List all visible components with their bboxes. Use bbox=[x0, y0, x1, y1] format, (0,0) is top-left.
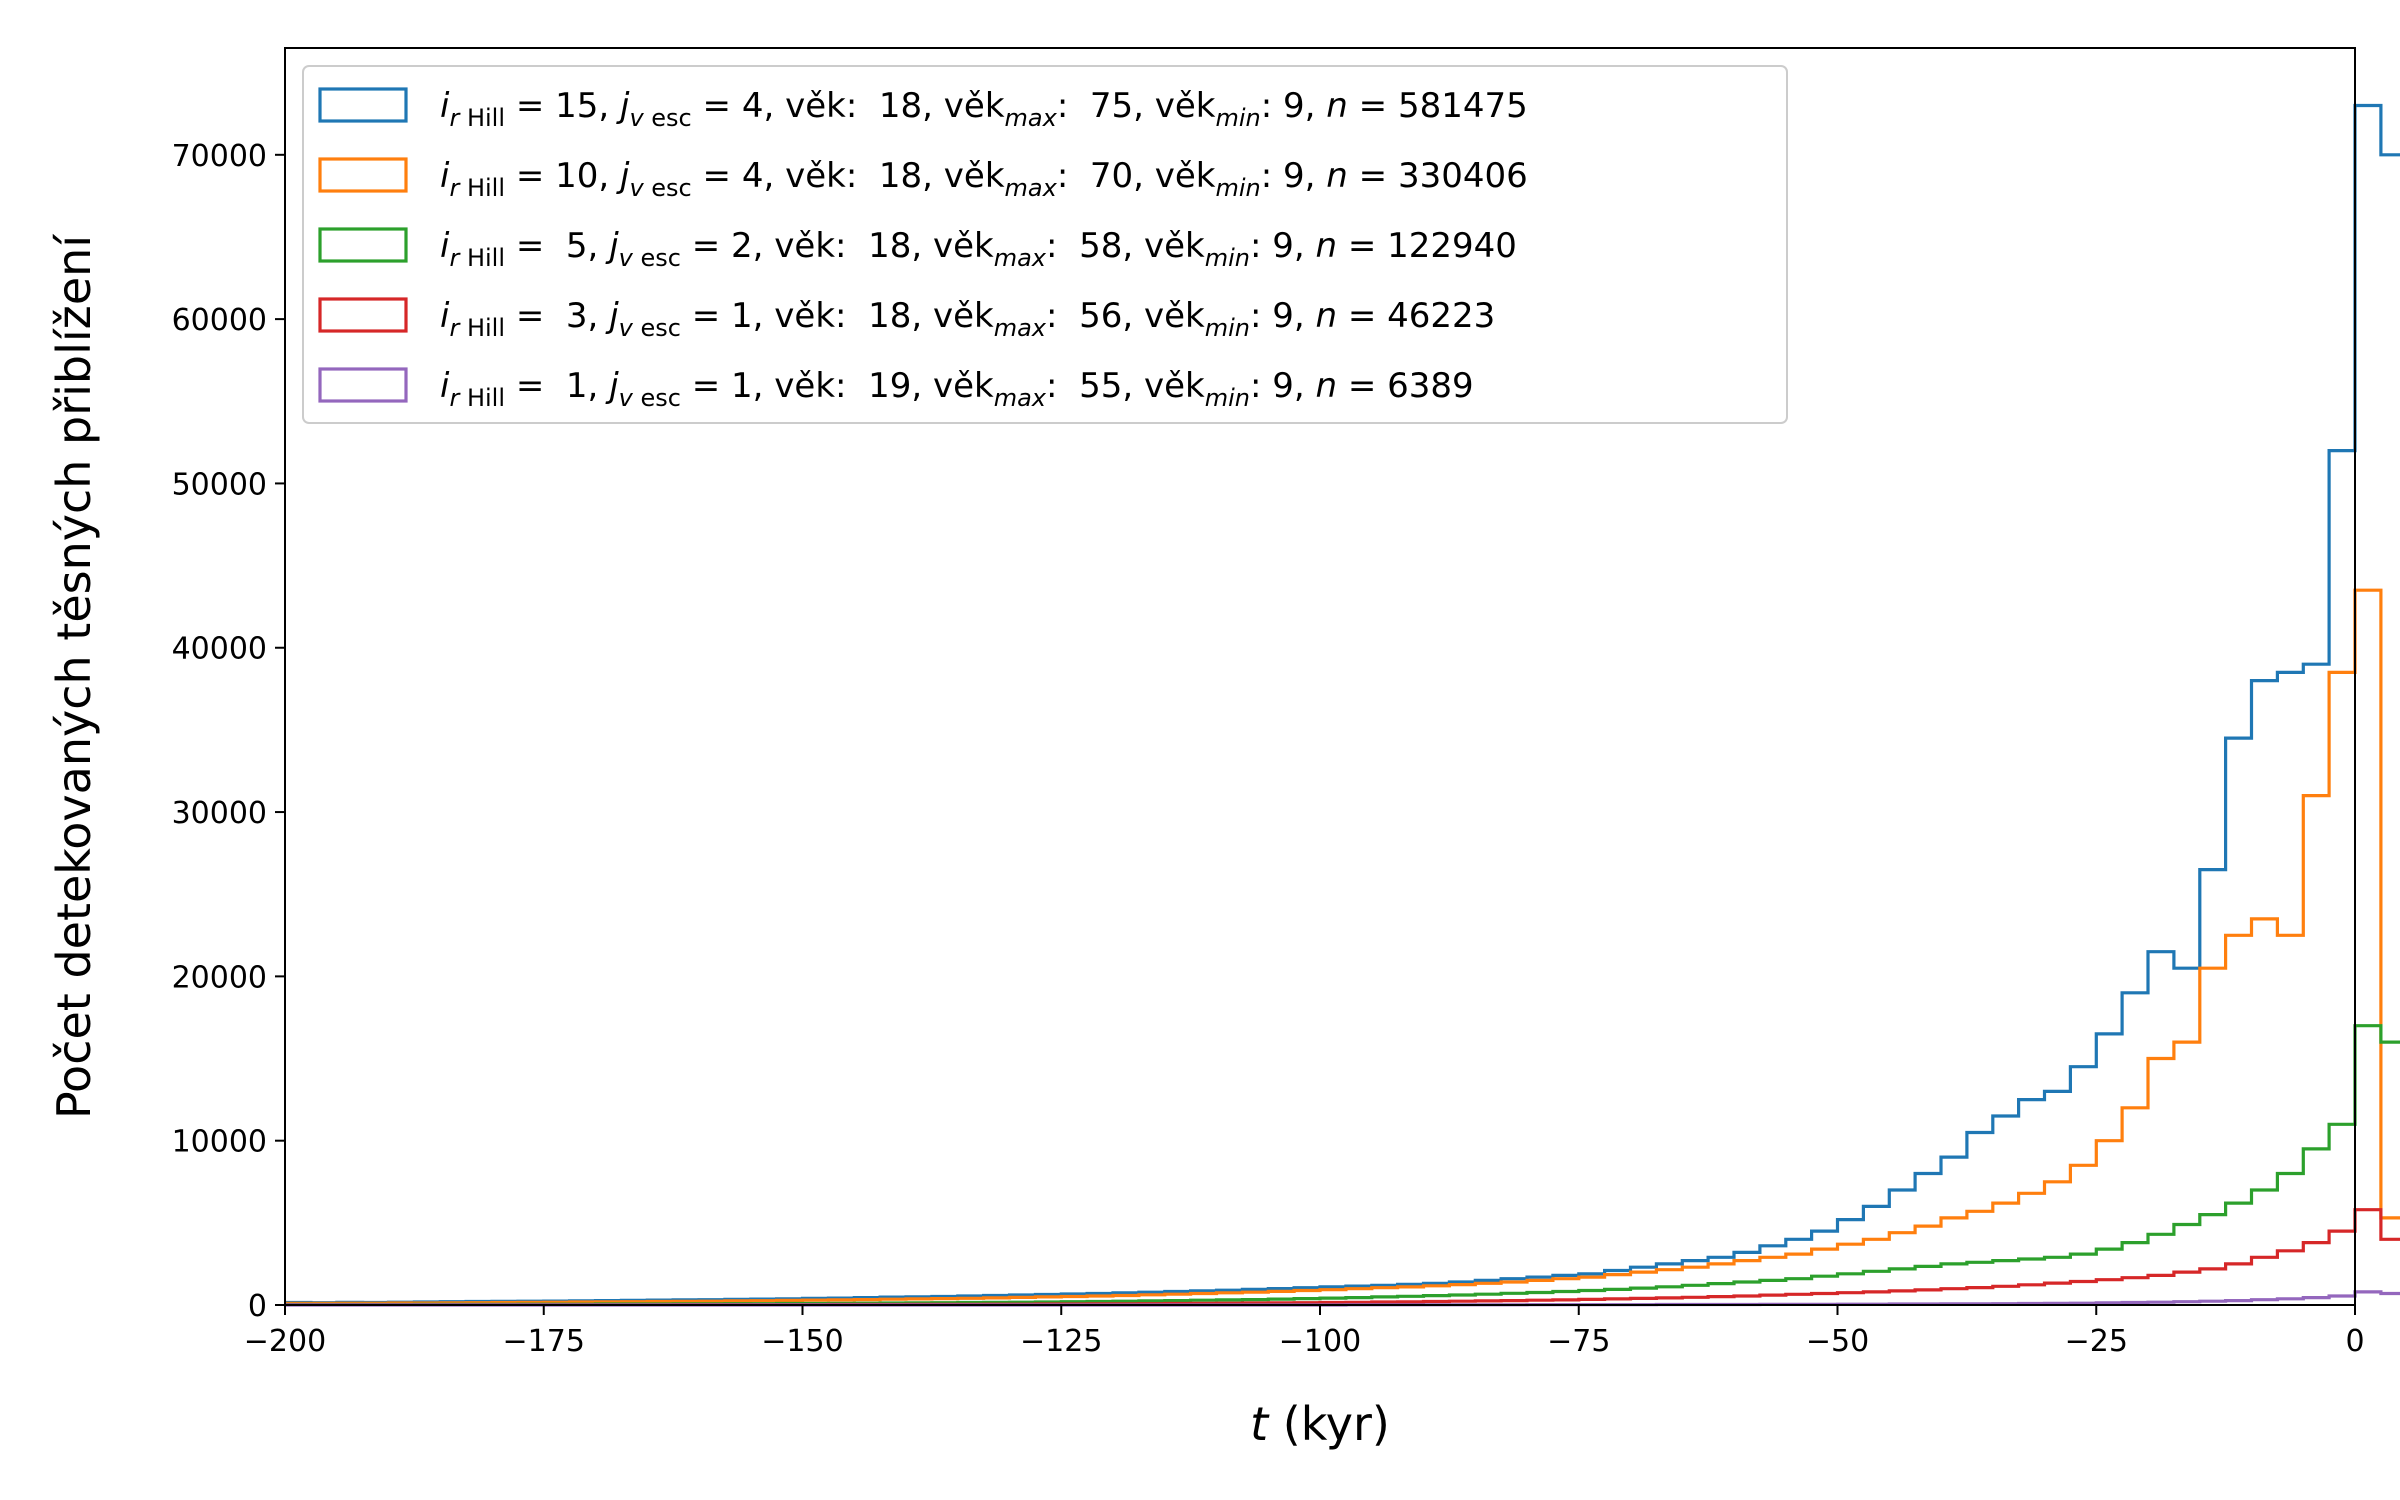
legend-label-2: ir Hill = 10, jv esc = 4, věk: 18, věkma… bbox=[440, 156, 1528, 202]
y-axis: 0 10000 20000 30000 40000 50000 60000 70000 bbox=[172, 139, 285, 1324]
legend-swatch-3 bbox=[318, 227, 408, 263]
y-tick-label: 0 bbox=[248, 1289, 267, 1324]
y-tick-label: 30000 bbox=[172, 796, 267, 831]
y-tick-label: 10000 bbox=[172, 1125, 267, 1160]
y-axis-label: Počet detekovaných těsných přiblížení bbox=[47, 234, 101, 1119]
legend-label-4: ir Hill = 3, jv esc = 1, věk: 18, věkmax… bbox=[440, 296, 1495, 342]
legend-label-1: ir Hill = 15, jv esc = 4, věk: 18, věkma… bbox=[440, 86, 1528, 132]
legend-swatch-2 bbox=[318, 157, 408, 193]
legend-entries: ir Hill = 15, jv esc = 4, věk: 18, věkma… bbox=[318, 86, 1528, 412]
x-tick-label: −25 bbox=[2065, 1324, 2128, 1359]
legend-label-3: ir Hill = 5, jv esc = 2, věk: 18, věkmax… bbox=[440, 226, 1517, 272]
x-tick-label: −50 bbox=[1806, 1324, 1869, 1359]
x-axis-label-unit: (kyr) bbox=[1268, 1397, 1390, 1451]
legend: ir Hill = 15, jv esc = 4, věk: 18, věkma… bbox=[302, 65, 1788, 424]
x-tick-label: −150 bbox=[761, 1324, 843, 1359]
x-axis: −200 −175 −150 −125 −100 −75 −50 −25 0 bbox=[244, 1305, 2365, 1359]
x-tick-label: −200 bbox=[244, 1324, 326, 1359]
y-tick-label: 70000 bbox=[172, 139, 267, 174]
x-axis-label-var: t bbox=[1250, 1397, 1270, 1451]
x-tick-label: −75 bbox=[1547, 1324, 1610, 1359]
x-tick-label: 0 bbox=[2345, 1324, 2364, 1359]
legend-swatch-1 bbox=[318, 87, 408, 123]
y-tick-label: 20000 bbox=[172, 960, 267, 995]
x-tick-label: −175 bbox=[503, 1324, 585, 1359]
legend-box bbox=[302, 65, 1788, 424]
series-line-2 bbox=[285, 588, 2400, 1305]
x-tick-label: −125 bbox=[1020, 1324, 1102, 1359]
x-axis-label: t (kyr) bbox=[1250, 1397, 1390, 1451]
y-tick-label: 50000 bbox=[172, 467, 267, 502]
legend-label-5: ir Hill = 1, jv esc = 1, věk: 19, věkmax… bbox=[440, 366, 1474, 412]
x-tick-label: −100 bbox=[1279, 1324, 1361, 1359]
legend-swatch-4 bbox=[318, 297, 408, 333]
legend-swatch-5 bbox=[318, 367, 408, 403]
y-tick-label: 60000 bbox=[172, 303, 267, 338]
y-tick-label: 40000 bbox=[172, 632, 267, 667]
